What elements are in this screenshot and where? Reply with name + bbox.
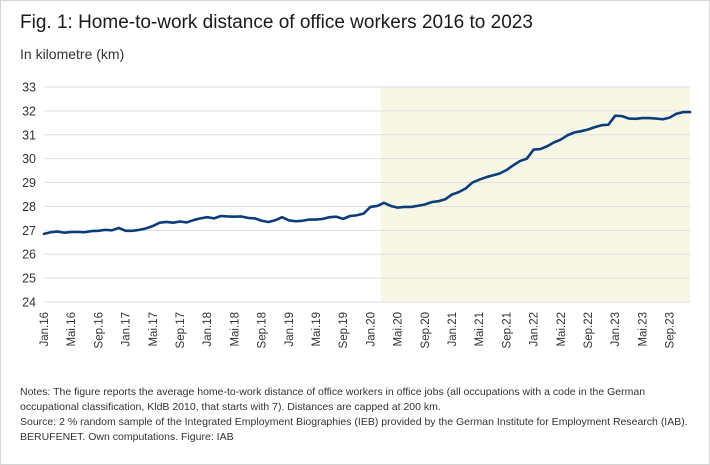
- shaded-region: [380, 87, 690, 302]
- x-tick-label: Mai.22: [556, 312, 568, 347]
- series-layer: [42, 110, 692, 236]
- y-tick-label: 24: [22, 296, 36, 310]
- x-tick-label: Jan.22: [529, 312, 541, 347]
- y-tick-label: 27: [22, 224, 36, 238]
- y-tick-label: 32: [22, 104, 36, 118]
- x-tick-label: Sep.19: [338, 312, 350, 348]
- x-tick-label: Sep.18: [257, 312, 269, 348]
- x-axis-labels: Jan.16 Mai.16 Sep.16 Jan.17 Mai.17 Sep.17 Jan.…: [39, 312, 677, 348]
- x-tick-label: Sep.16: [93, 312, 105, 348]
- y-tick-label: 33: [22, 81, 36, 95]
- grid-layer: [44, 86, 690, 303]
- notes-text: Notes: The figure reports the average ho…: [20, 386, 646, 413]
- x-tick-label: Jan.20: [365, 312, 377, 347]
- y-tick-label: 28: [22, 200, 36, 214]
- x-tick-label: Jan.16: [39, 312, 51, 347]
- y-tick-label: 25: [22, 272, 36, 286]
- y-tick-label: 29: [22, 176, 36, 190]
- x-tick-label: Sep.22: [583, 312, 595, 348]
- x-tick-label: Sep.20: [420, 312, 432, 348]
- x-tick-label: Mai.17: [148, 312, 160, 347]
- x-tick-label: Mai.16: [66, 312, 78, 347]
- x-tick-label: Mai.20: [393, 312, 405, 347]
- x-tick-label: Mai.21: [474, 312, 486, 347]
- x-tick-label: Jan.19: [284, 312, 296, 347]
- x-tick-label: Jan.17: [121, 312, 133, 347]
- x-tick-label: Mai.23: [637, 312, 649, 347]
- x-tick-label: Jan.23: [610, 312, 622, 347]
- y-tick-label: 30: [22, 152, 36, 166]
- series-line: [42, 110, 692, 236]
- y-axis-labels: 24 25 26 27 28 29 30 31 32 33: [22, 81, 36, 310]
- chart-subtitle: In kilometre (km): [20, 46, 125, 62]
- x-tick-label: Sep.17: [175, 312, 187, 348]
- y-tick-label: 31: [22, 128, 36, 142]
- chart-title: Fig. 1: Home-to-work distance of office …: [20, 12, 533, 33]
- figure-notes: Notes: The figure reports the average ho…: [20, 385, 690, 445]
- y-tick-label: 26: [22, 248, 36, 262]
- x-tick-label: Mai.18: [229, 312, 241, 347]
- x-tick-label: Sep.23: [665, 312, 677, 348]
- shaded-region-layer: [380, 87, 690, 302]
- source-text: Source: 2 % random sample of the Integra…: [20, 416, 688, 443]
- x-tick-label: Mai.19: [311, 312, 323, 347]
- x-tick-label: Sep.21: [501, 312, 513, 348]
- x-tick-label: Jan.18: [202, 312, 214, 347]
- x-tick-label: Jan.21: [447, 312, 459, 347]
